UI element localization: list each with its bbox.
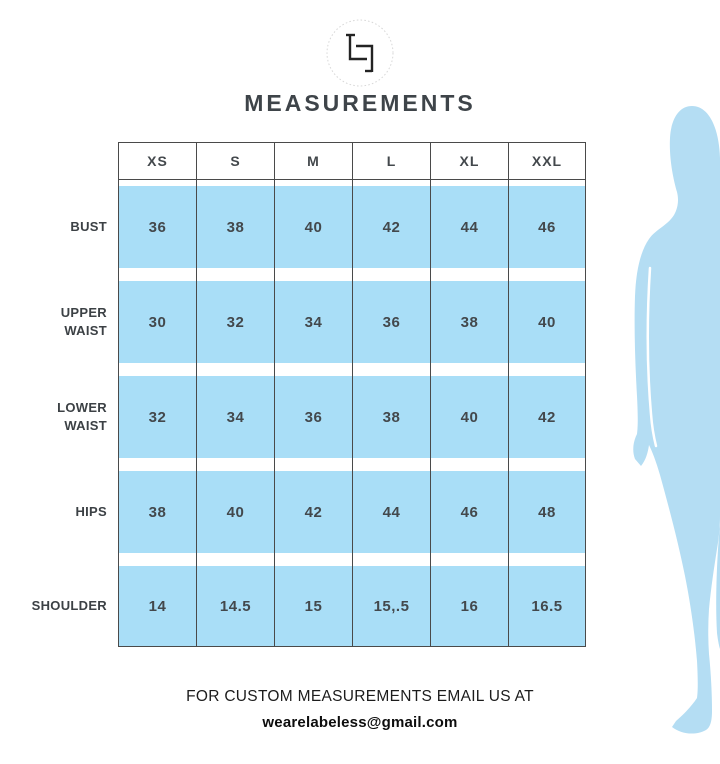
table-cell: 38 <box>119 471 196 553</box>
female-silhouette-image <box>590 100 720 764</box>
table-cell: 36 <box>353 281 430 363</box>
page-title: MEASUREMENTS <box>244 90 476 116</box>
column-header-xs: XS <box>119 142 196 180</box>
header-gap <box>431 180 508 186</box>
table-column-l: L 42 36 38 44 15,.5 <box>352 142 430 647</box>
table-cell: 34 <box>275 281 352 363</box>
column-header-s: S <box>197 142 274 180</box>
footer-email: wearelabeless@gmail.com <box>262 714 458 731</box>
female-silhouette-graphic <box>633 106 720 734</box>
table-column-m: M 40 34 36 42 15 <box>274 142 352 647</box>
table-cell: 16 <box>431 566 508 646</box>
table-cell: 15 <box>275 566 352 646</box>
row-label: LOWER WAIST <box>57 400 107 433</box>
header-gap <box>119 180 196 186</box>
table-cell: 46 <box>509 186 585 268</box>
column-header-l: L <box>353 142 430 180</box>
row-label: SHOULDER <box>31 598 107 614</box>
table-cell: 36 <box>275 376 352 458</box>
table-column-xxl: XXL 46 40 42 48 16.5 <box>508 142 586 647</box>
table-cell: 42 <box>509 376 585 458</box>
row-label: BUST <box>70 219 107 235</box>
footer: FOR CUSTOM MEASUREMENTS EMAIL US AT wear… <box>0 688 720 731</box>
table-cell: 32 <box>119 376 196 458</box>
table-cell: 14.5 <box>197 566 274 646</box>
column-header-xxl: XXL <box>509 142 585 180</box>
table-column-xs: XS 36 30 32 38 14 <box>118 142 196 647</box>
column-header-xl: XL <box>431 142 508 180</box>
brand-logo-icon <box>324 17 396 89</box>
header-gap <box>197 180 274 186</box>
table-cell: 36 <box>119 186 196 268</box>
table-cell: 15,.5 <box>353 566 430 646</box>
table-cell: 44 <box>431 186 508 268</box>
table-cell: 16.5 <box>509 566 585 646</box>
column-header-m: M <box>275 142 352 180</box>
table-cell: 32 <box>197 281 274 363</box>
header-gap <box>509 180 585 186</box>
labeless-monogram-icon <box>326 19 394 87</box>
table-cell: 34 <box>197 376 274 458</box>
table-columns: XS 36 30 32 38 14 S 38 32 34 40 14.5 M 40 34 36 42 15 L 42 3… <box>118 142 586 647</box>
row-labels-column: BUST UPPER WAIST LOWER WAIST HIPS SHOULDER <box>30 142 118 647</box>
measurements-table: BUST UPPER WAIST LOWER WAIST HIPS SHOULDER X… <box>30 142 586 647</box>
table-cell: 42 <box>275 471 352 553</box>
table-cell: 48 <box>509 471 585 553</box>
table-cell: 40 <box>197 471 274 553</box>
footer-text: FOR CUSTOM MEASUREMENTS EMAIL US AT <box>186 688 534 705</box>
row-label: UPPER WAIST <box>60 305 107 338</box>
table-cell: 42 <box>353 186 430 268</box>
table-cell: 38 <box>431 281 508 363</box>
table-cell: 44 <box>353 471 430 553</box>
table-cell: 38 <box>353 376 430 458</box>
table-cell: 46 <box>431 471 508 553</box>
table-cell: 30 <box>119 281 196 363</box>
table-cell: 40 <box>431 376 508 458</box>
header-gap <box>353 180 430 186</box>
table-cell: 14 <box>119 566 196 646</box>
table-cell: 40 <box>275 186 352 268</box>
table-column-s: S 38 32 34 40 14.5 <box>196 142 274 647</box>
table-cell: 40 <box>509 281 585 363</box>
table-cell: 38 <box>197 186 274 268</box>
table-column-xl: XL 44 38 40 46 16 <box>430 142 508 647</box>
row-label: HIPS <box>75 504 107 520</box>
header-gap <box>275 180 352 186</box>
